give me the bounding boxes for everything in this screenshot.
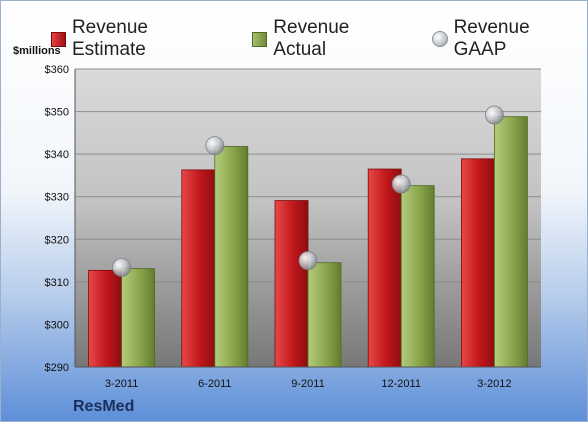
y-tick-label: $310 [45,277,69,289]
legend-item-estimate: Revenue Estimate [51,17,226,61]
legend-item-gaap: Revenue GAAP [431,17,587,61]
bar-actual [400,185,435,368]
bar-estimate [274,200,309,368]
company-name: ResMed [73,398,135,415]
bar-estimate [460,158,495,368]
y-tick-label: $300 [45,319,69,331]
legend-label-estimate: Revenue Estimate [71,17,148,60]
x-tick-label: 12-2011 [381,378,421,390]
legend-swatch-actual [252,31,268,47]
point-gaap [205,136,225,156]
legend-label-actual: Revenue Actual [273,17,350,60]
y-tick-label: $360 [45,64,69,76]
bar-estimate [367,168,402,368]
y-tick-label: $320 [45,234,69,246]
point-gaap [298,251,318,270]
bar-estimate [181,169,216,368]
y-tick-label: $340 [45,149,69,161]
bar-actual [121,268,155,368]
y-tick-label: $290 [45,362,69,374]
legend-swatch-gaap [431,31,448,47]
bar-estimate [88,269,122,368]
legend-item-actual: Revenue Actual [252,17,405,61]
x-tick-label: 3-2011 [105,378,138,390]
x-tick-label: 6-2011 [198,378,231,390]
legend-label-gaap: Revenue GAAP [453,17,530,60]
point-gaap [391,174,411,194]
y-tick-label: $350 [45,107,69,119]
legend: Revenue Estimate Revenue Actual Revenue … [51,17,587,61]
bar-actual [307,262,342,368]
bar-actual [493,116,528,368]
x-tick-label: 9-2011 [291,378,324,390]
point-gaap [112,257,131,277]
y-axis-unit-label: $millions [13,45,61,57]
y-tick-label: $330 [45,192,69,204]
bar-actual [214,146,249,368]
x-tick-label: 3-2012 [477,378,511,390]
point-gaap [484,105,504,125]
legend-swatch-estimate [51,31,66,47]
